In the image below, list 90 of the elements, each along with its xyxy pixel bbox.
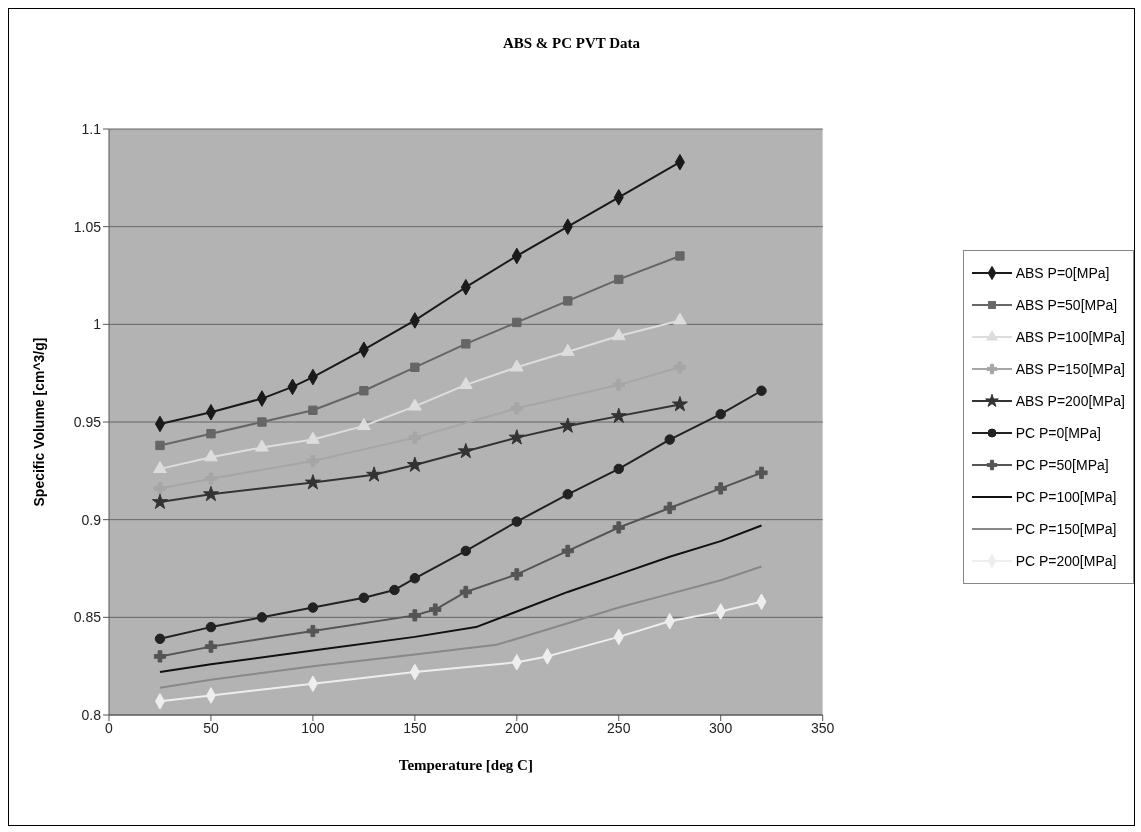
point	[389, 584, 400, 596]
point	[153, 482, 167, 495]
point	[366, 466, 383, 482]
x-tick-label: 50	[203, 719, 219, 736]
point	[509, 359, 524, 372]
point	[559, 417, 576, 433]
point	[306, 431, 320, 444]
y-tick-label: 1	[93, 316, 102, 333]
point	[409, 573, 421, 584]
point	[613, 463, 624, 475]
legend-label: PC P=150[MPa]	[1015, 521, 1117, 537]
point	[204, 449, 218, 462]
point	[664, 434, 675, 445]
point	[511, 516, 523, 527]
legend-label: PC P=50[MPa]	[1015, 457, 1109, 473]
point	[304, 474, 321, 490]
point	[610, 407, 627, 424]
chart-title: ABS & PC PVT Data	[501, 35, 642, 52]
point	[458, 377, 473, 390]
point	[358, 592, 370, 604]
point	[204, 472, 218, 485]
point	[307, 602, 319, 613]
y-tick-label: 0.95	[73, 413, 102, 430]
point	[306, 624, 320, 638]
y-tick-label: 1.1	[81, 120, 102, 137]
point	[460, 545, 472, 557]
point	[714, 482, 727, 495]
point	[256, 612, 268, 623]
x-tick-label: 150	[403, 719, 427, 736]
point	[560, 343, 575, 356]
point	[715, 408, 726, 420]
legend-label: ABS P=200[MPa]	[1015, 393, 1125, 409]
x-tick-label: 100	[301, 719, 325, 736]
x-axis-title: Temperature [deg C]	[398, 757, 533, 773]
point	[673, 312, 687, 325]
point	[561, 544, 574, 558]
point	[408, 398, 422, 411]
legend-label: PC P=0[MPa]	[1015, 425, 1101, 441]
point	[206, 429, 216, 439]
line-series	[158, 565, 763, 689]
legend-label: PC P=200[MPa]	[1015, 553, 1117, 569]
x-tick-label: 200	[505, 719, 529, 736]
point	[755, 466, 768, 479]
point	[512, 317, 522, 328]
point	[257, 417, 267, 427]
y-tick-label: 1.05	[73, 218, 102, 235]
point	[155, 440, 165, 451]
x-tick-label: 300	[709, 719, 733, 736]
point	[204, 640, 218, 653]
point	[154, 633, 166, 645]
y-tick-label: 0.8	[81, 706, 102, 723]
point	[663, 501, 676, 515]
x-tick-label: 350	[810, 719, 835, 736]
point	[508, 429, 525, 445]
point	[357, 418, 371, 431]
point	[153, 461, 167, 474]
y-axis-title: Specific Volume [cm^3/g]	[30, 337, 47, 507]
point	[461, 339, 471, 349]
point	[202, 485, 219, 502]
legend-label: ABS P=150[MPa]	[1015, 361, 1125, 377]
point	[308, 405, 318, 415]
point	[612, 521, 625, 534]
point	[614, 274, 624, 285]
point	[151, 493, 168, 509]
x-tick-label: 0	[105, 719, 114, 736]
legend-label: ABS P=50[MPa]	[1015, 297, 1118, 313]
point	[205, 621, 217, 633]
point	[429, 603, 442, 616]
line-series	[158, 524, 763, 674]
legend-label: PC P=100[MPa]	[1015, 489, 1117, 505]
point	[562, 489, 573, 500]
point	[406, 456, 423, 472]
legend-label: ABS P=100[MPa]	[1015, 329, 1125, 345]
point	[459, 585, 472, 599]
point	[408, 609, 421, 622]
point	[563, 296, 573, 306]
y-tick-label: 0.85	[73, 609, 102, 626]
point	[410, 362, 420, 372]
point	[359, 386, 369, 396]
point	[255, 439, 269, 452]
point	[153, 650, 167, 663]
point	[611, 328, 626, 341]
legend-label: ABS P=0[MPa]	[1015, 265, 1110, 281]
point	[671, 396, 688, 412]
point	[510, 568, 523, 581]
y-tick-label: 0.9	[81, 511, 102, 528]
point	[756, 385, 767, 396]
x-tick-label: 250	[607, 719, 631, 736]
point	[675, 251, 685, 261]
point	[457, 442, 474, 459]
